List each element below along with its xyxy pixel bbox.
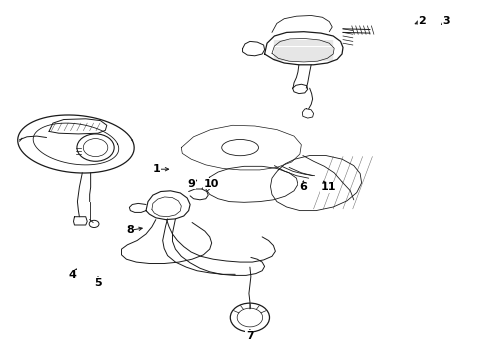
Text: 11: 11 [320,182,336,192]
Text: 9: 9 [187,179,195,189]
Text: 6: 6 [299,182,307,192]
Text: 3: 3 [442,16,450,26]
Text: 10: 10 [204,179,220,189]
Text: 5: 5 [94,278,102,288]
Text: 7: 7 [246,330,254,341]
Text: 2: 2 [418,16,426,26]
Text: 8: 8 [126,225,134,235]
Text: 1: 1 [153,164,161,174]
Text: 4: 4 [69,270,76,280]
